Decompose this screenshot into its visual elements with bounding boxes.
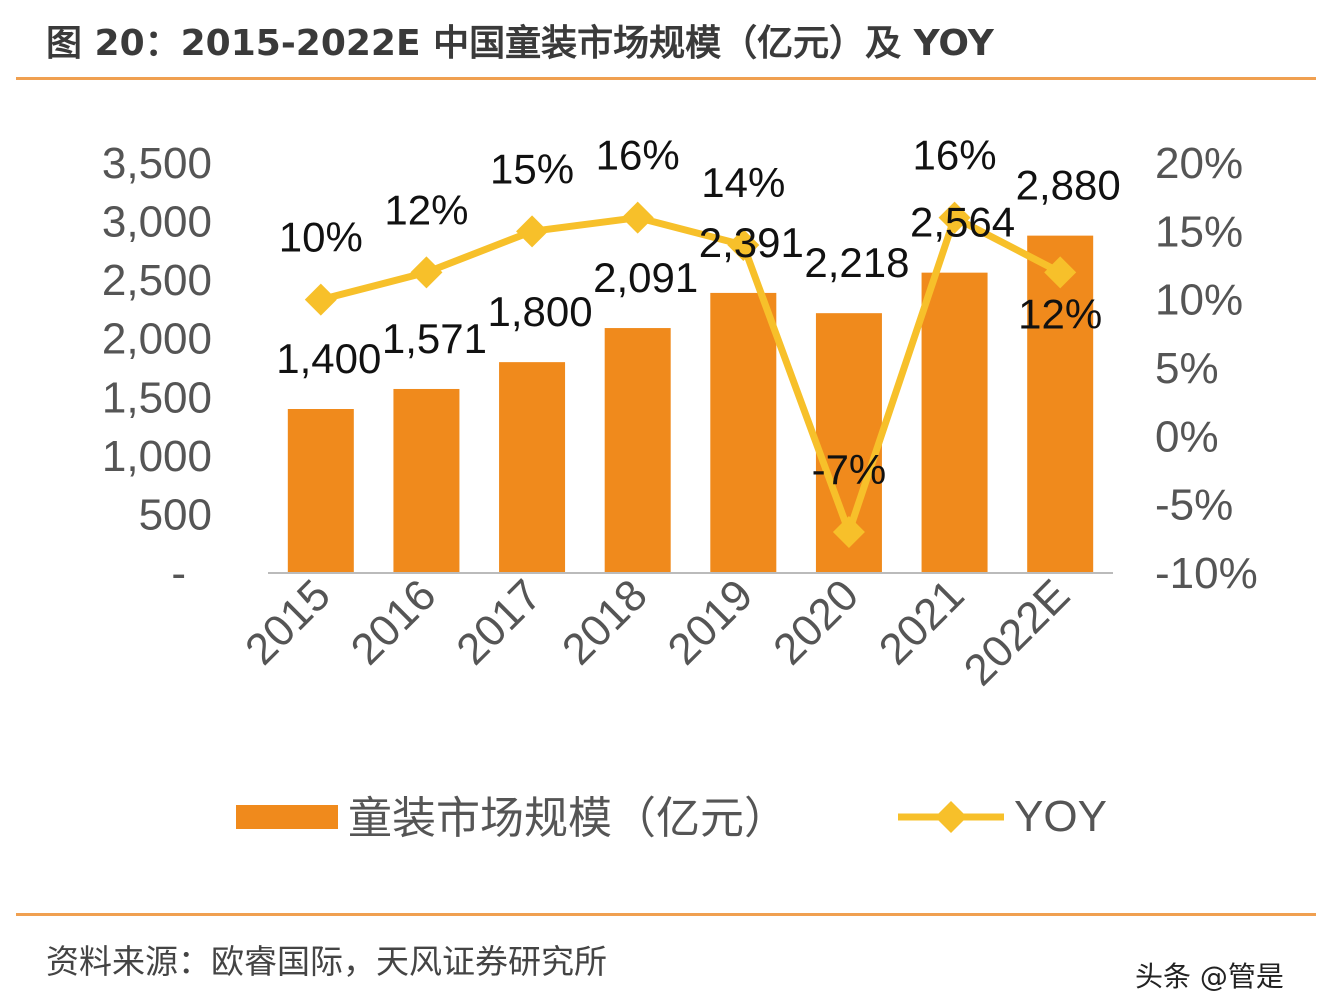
yoy-value-label: -7% [812,446,887,493]
left-tick-label: 500 [139,490,212,539]
bar [499,362,566,573]
yoy-value-label: 16% [596,132,680,179]
left-tick-label: 3,000 [102,198,212,247]
bar-value-label: 2,880 [1016,162,1121,209]
source-note: 资料来源：欧睿国际，天风证券研究所 [46,942,607,981]
left-tick-label: 2,500 [102,256,212,305]
top-rule [16,77,1316,80]
x-tick-label: 2016 [342,570,446,674]
yoy-marker [727,229,760,261]
chart-title: 图 20：2015-2022E 中国童装市场规模（亿元）及 YOY [46,23,994,64]
yoy-marker [621,201,654,234]
yoy-line [319,214,1062,536]
x-tick-label: 2015 [236,570,340,674]
bar-value-label: 1,400 [276,335,381,382]
yoy-value-label: 16% [913,132,997,179]
right-tick-label: -5% [1155,481,1233,530]
right-tick-label: 20% [1155,139,1243,188]
bar [921,272,988,573]
watermark: 头条 @管是 [1135,960,1284,993]
yoy-value-label: 10% [279,214,363,261]
right-tick-label: 10% [1155,276,1243,325]
bar-value-label: 1,800 [488,288,593,335]
bar [393,388,460,573]
bar [604,328,671,573]
bar-value-label: 2,091 [593,254,698,301]
right-tick-label: 5% [1155,344,1219,393]
yoy-value-label: 12% [1018,290,1102,337]
left-tick-label: - [171,549,186,598]
yoy-marker [832,516,865,548]
left-tick-label: 3,500 [102,139,212,188]
bottom-rule [16,913,1316,916]
yoy-marker [1044,256,1077,289]
yoy-marker [938,201,971,234]
right-tick-label: -10% [1155,549,1258,598]
left-tick-label: 2,000 [102,315,212,364]
bar-value-label: 2,218 [804,239,909,286]
yoy-marker [516,215,549,248]
yoy-value-label: 12% [384,186,468,233]
x-tick-label: 2018 [553,570,657,674]
yoy-value-label: 15% [490,145,574,192]
right-tick-label: 0% [1155,412,1219,461]
legend-bar-label: 童装市场规模（亿元） [348,794,788,843]
bar-value-label: 2,564 [910,199,1015,246]
yoy-value-label: 14% [701,159,785,206]
bar-value-label: 1,571 [382,315,487,362]
left-tick-label: 1,000 [102,432,212,481]
right-tick-label: 15% [1155,207,1243,256]
bar [287,409,354,573]
x-tick-label: 2022E [955,570,1080,695]
x-tick-label: 2017 [447,570,551,674]
legend-line-marker [935,801,967,833]
bar [710,292,777,573]
bar-value-label: 2,391 [699,219,804,266]
x-tick-label: 2019 [659,570,763,674]
left-tick-label: 1,500 [102,373,212,422]
x-tick-label: 2020 [764,570,868,674]
bar [1027,235,1094,573]
yoy-marker [304,283,337,316]
yoy-marker [410,256,443,289]
legend-bar-swatch [236,805,338,829]
legend-line-label: YOY [1014,792,1107,841]
